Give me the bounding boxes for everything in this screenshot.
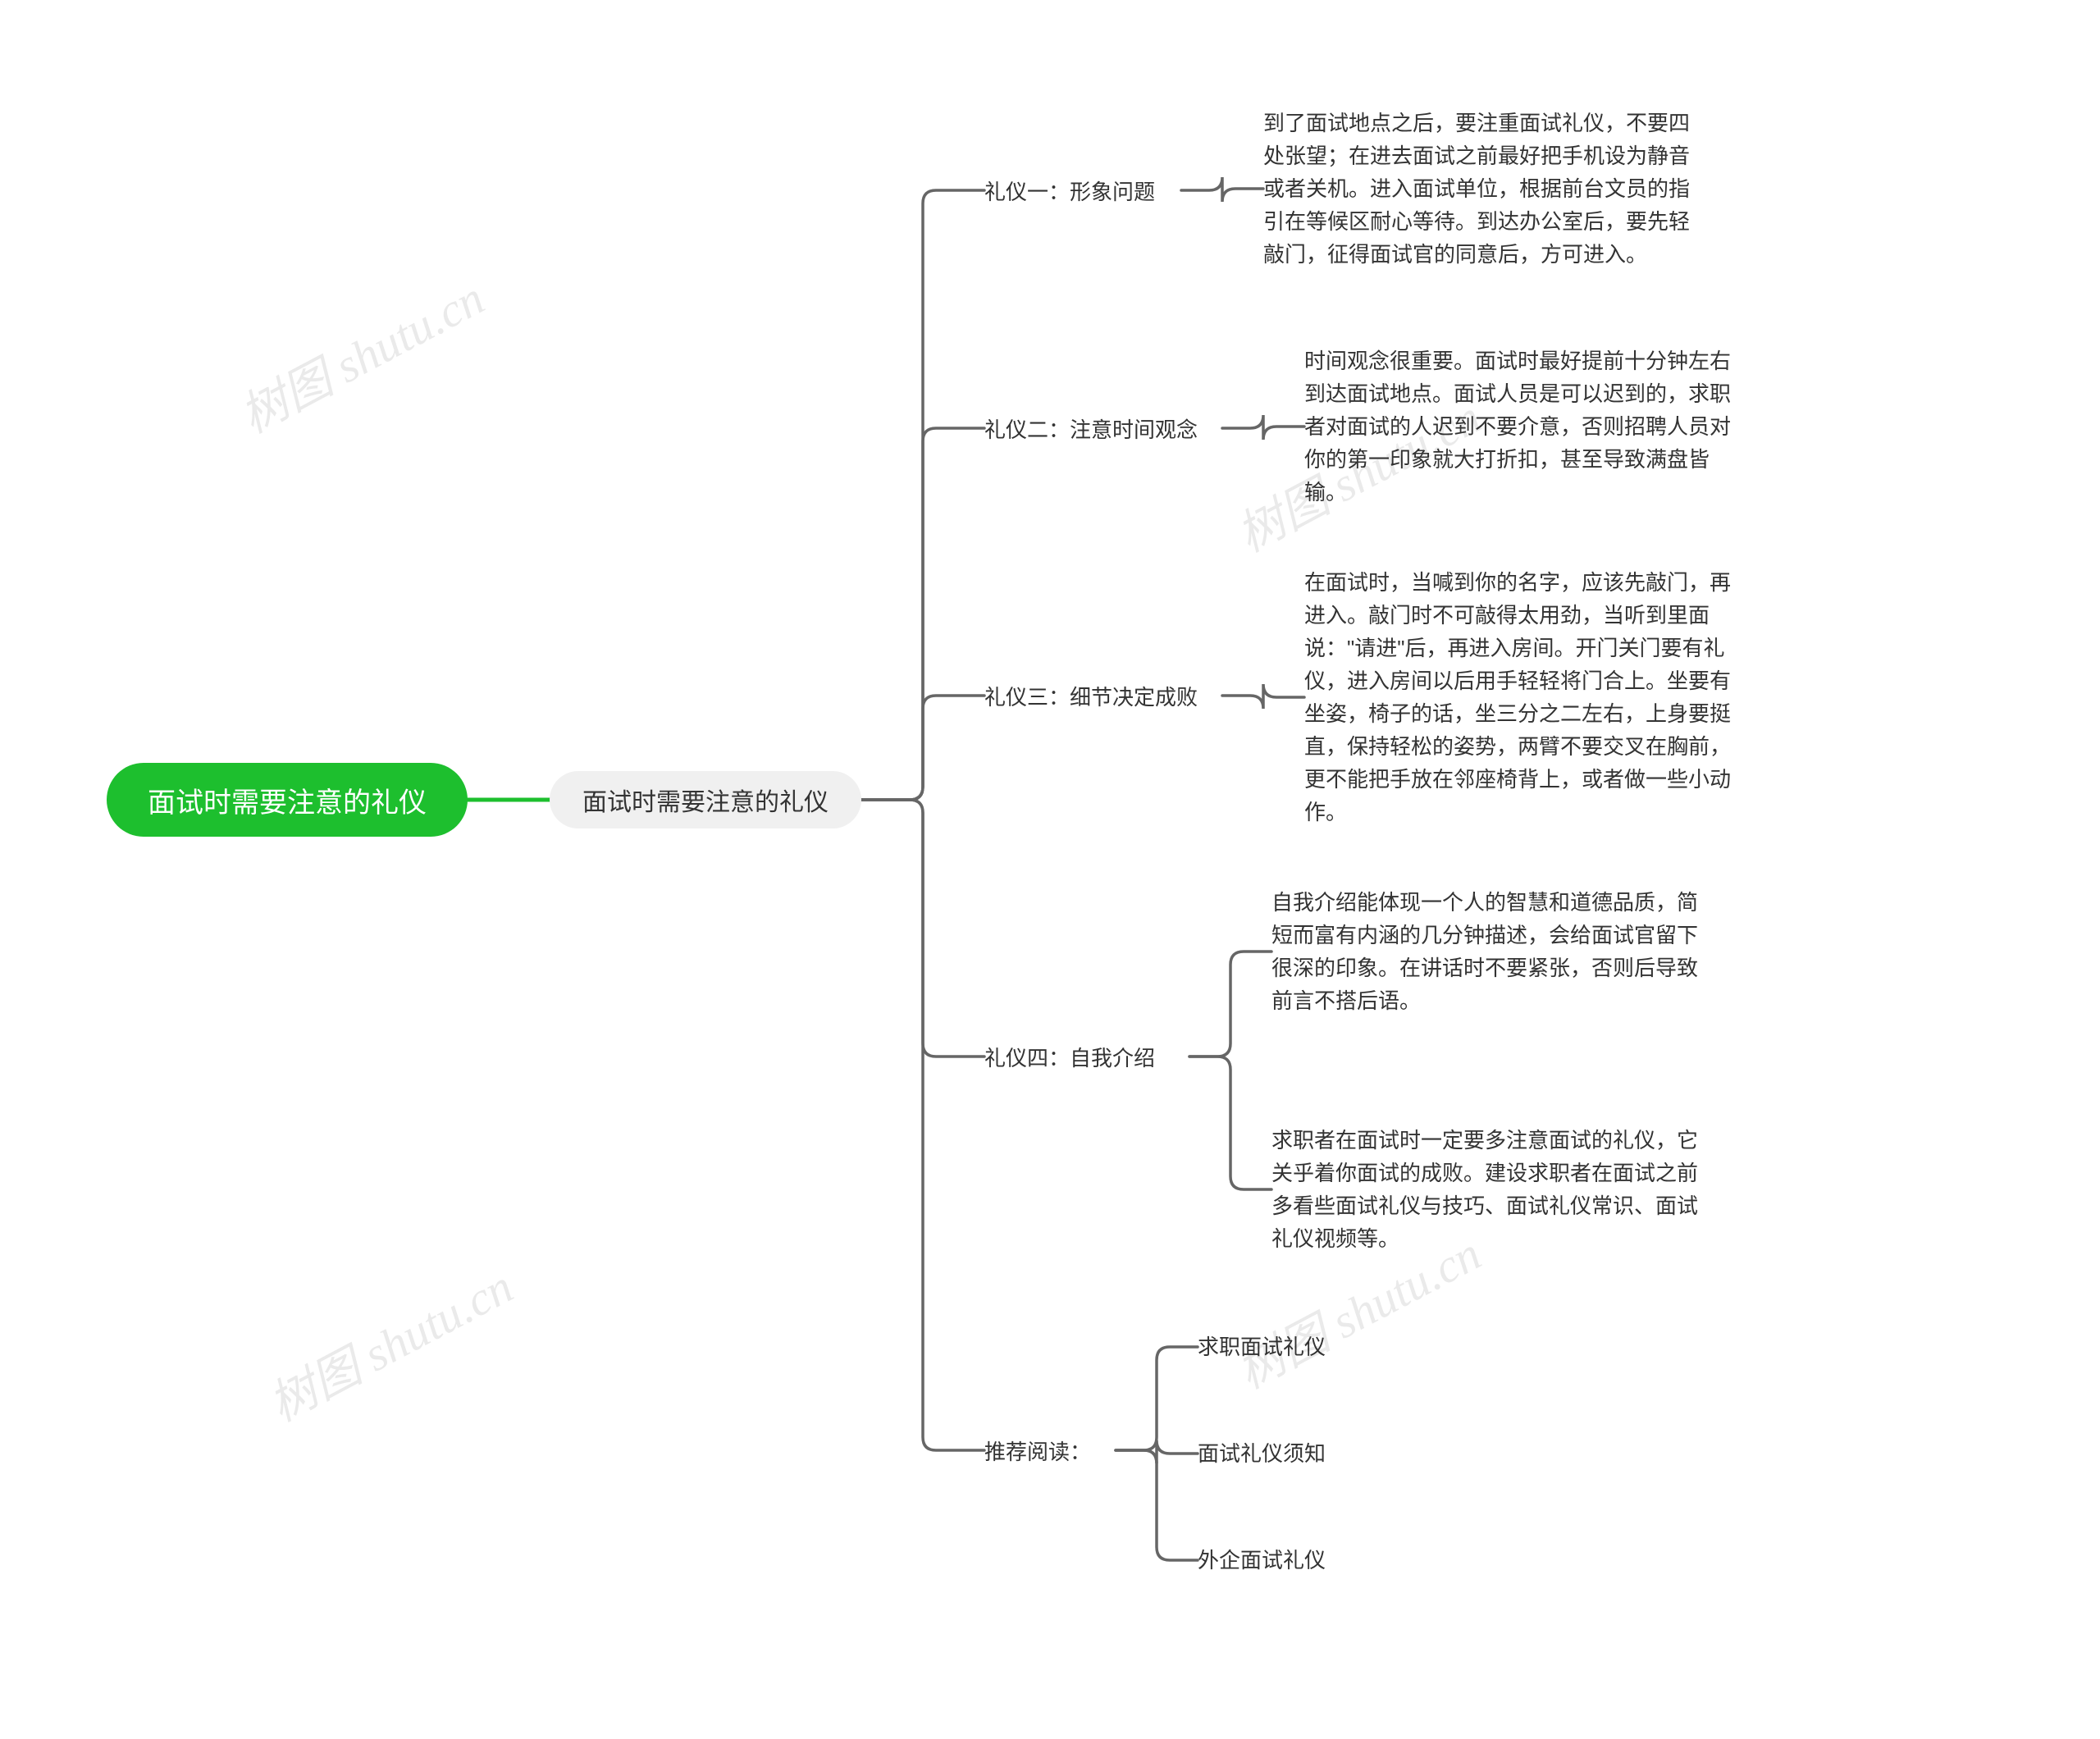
root-label: 面试时需要注意的礼仪 (107, 763, 468, 837)
branch-label: 礼仪三：细节决定成败 (984, 681, 1198, 711)
sub-node[interactable]: 面试时需要注意的礼仪 (550, 771, 861, 828)
branch-b3[interactable]: 礼仪三：细节决定成败 (984, 679, 1222, 712)
leaf-b3-0[interactable]: 在面试时，当喊到你的名字，应该先敲门，再进入。敲门时不可敲得太用劲，当听到里面说… (1304, 566, 1747, 828)
sub-label: 面试时需要注意的礼仪 (550, 771, 861, 828)
branch-b1[interactable]: 礼仪一：形象问题 (984, 174, 1181, 207)
leaf-text: 在面试时，当喊到你的名字，应该先敲门，再进入。敲门时不可敲得太用劲，当听到里面说… (1304, 566, 1747, 828)
leaf-text: 到了面试地点之后，要注重面试礼仪，不要四处张望；在进去面试之前最好把手机设为静音… (1263, 107, 1706, 271)
leaf-b5-0[interactable]: 求职面试礼仪 (1198, 1330, 1362, 1363)
leaf-text: 面试礼仪须知 (1198, 1437, 1326, 1470)
leaf-text: 时间观念很重要。面试时最好提前十分钟左右到达面试地点。面试人员是可以迟到的，求职… (1304, 345, 1747, 509)
watermark: 树图 shutu.cn (226, 260, 495, 446)
leaf-b4-0[interactable]: 自我介绍能体现一个人的智慧和道德品质，简短而富有内涵的几分钟描述，会给面试官留下… (1271, 886, 1714, 1017)
leaf-b5-1[interactable]: 面试礼仪须知 (1198, 1437, 1362, 1470)
branch-label: 礼仪二：注意时间观念 (984, 413, 1198, 444)
leaf-b5-2[interactable]: 外企面试礼仪 (1198, 1544, 1362, 1577)
leaf-b4-1[interactable]: 求职者在面试时一定要多注意面试的礼仪，它关乎着你面试的成败。建设求职者在面试之前… (1271, 1124, 1714, 1255)
leaf-text: 外企面试礼仪 (1198, 1544, 1326, 1577)
branch-b5[interactable]: 推荐阅读： (984, 1434, 1116, 1467)
leaf-text: 求职者在面试时一定要多注意面试的礼仪，它关乎着你面试的成败。建设求职者在面试之前… (1271, 1124, 1714, 1255)
branch-b2[interactable]: 礼仪二：注意时间观念 (984, 412, 1222, 445)
connectors-layer (0, 0, 2100, 1739)
branch-label: 礼仪四：自我介绍 (984, 1042, 1155, 1072)
leaf-b1-0[interactable]: 到了面试地点之后，要注重面试礼仪，不要四处张望；在进去面试之前最好把手机设为静音… (1263, 107, 1706, 271)
leaf-b2-0[interactable]: 时间观念很重要。面试时最好提前十分钟左右到达面试地点。面试人员是可以迟到的，求职… (1304, 345, 1747, 509)
watermark: 树图 shutu.cn (255, 1248, 523, 1435)
leaf-text: 求职面试礼仪 (1198, 1330, 1326, 1363)
root-node[interactable]: 面试时需要注意的礼仪 (107, 763, 468, 837)
branch-b4[interactable]: 礼仪四：自我介绍 (984, 1040, 1189, 1073)
branch-label: 礼仪一：形象问题 (984, 176, 1155, 206)
leaf-text: 自我介绍能体现一个人的智慧和道德品质，简短而富有内涵的几分钟描述，会给面试官留下… (1271, 886, 1714, 1017)
branch-label: 推荐阅读： (984, 1435, 1091, 1466)
